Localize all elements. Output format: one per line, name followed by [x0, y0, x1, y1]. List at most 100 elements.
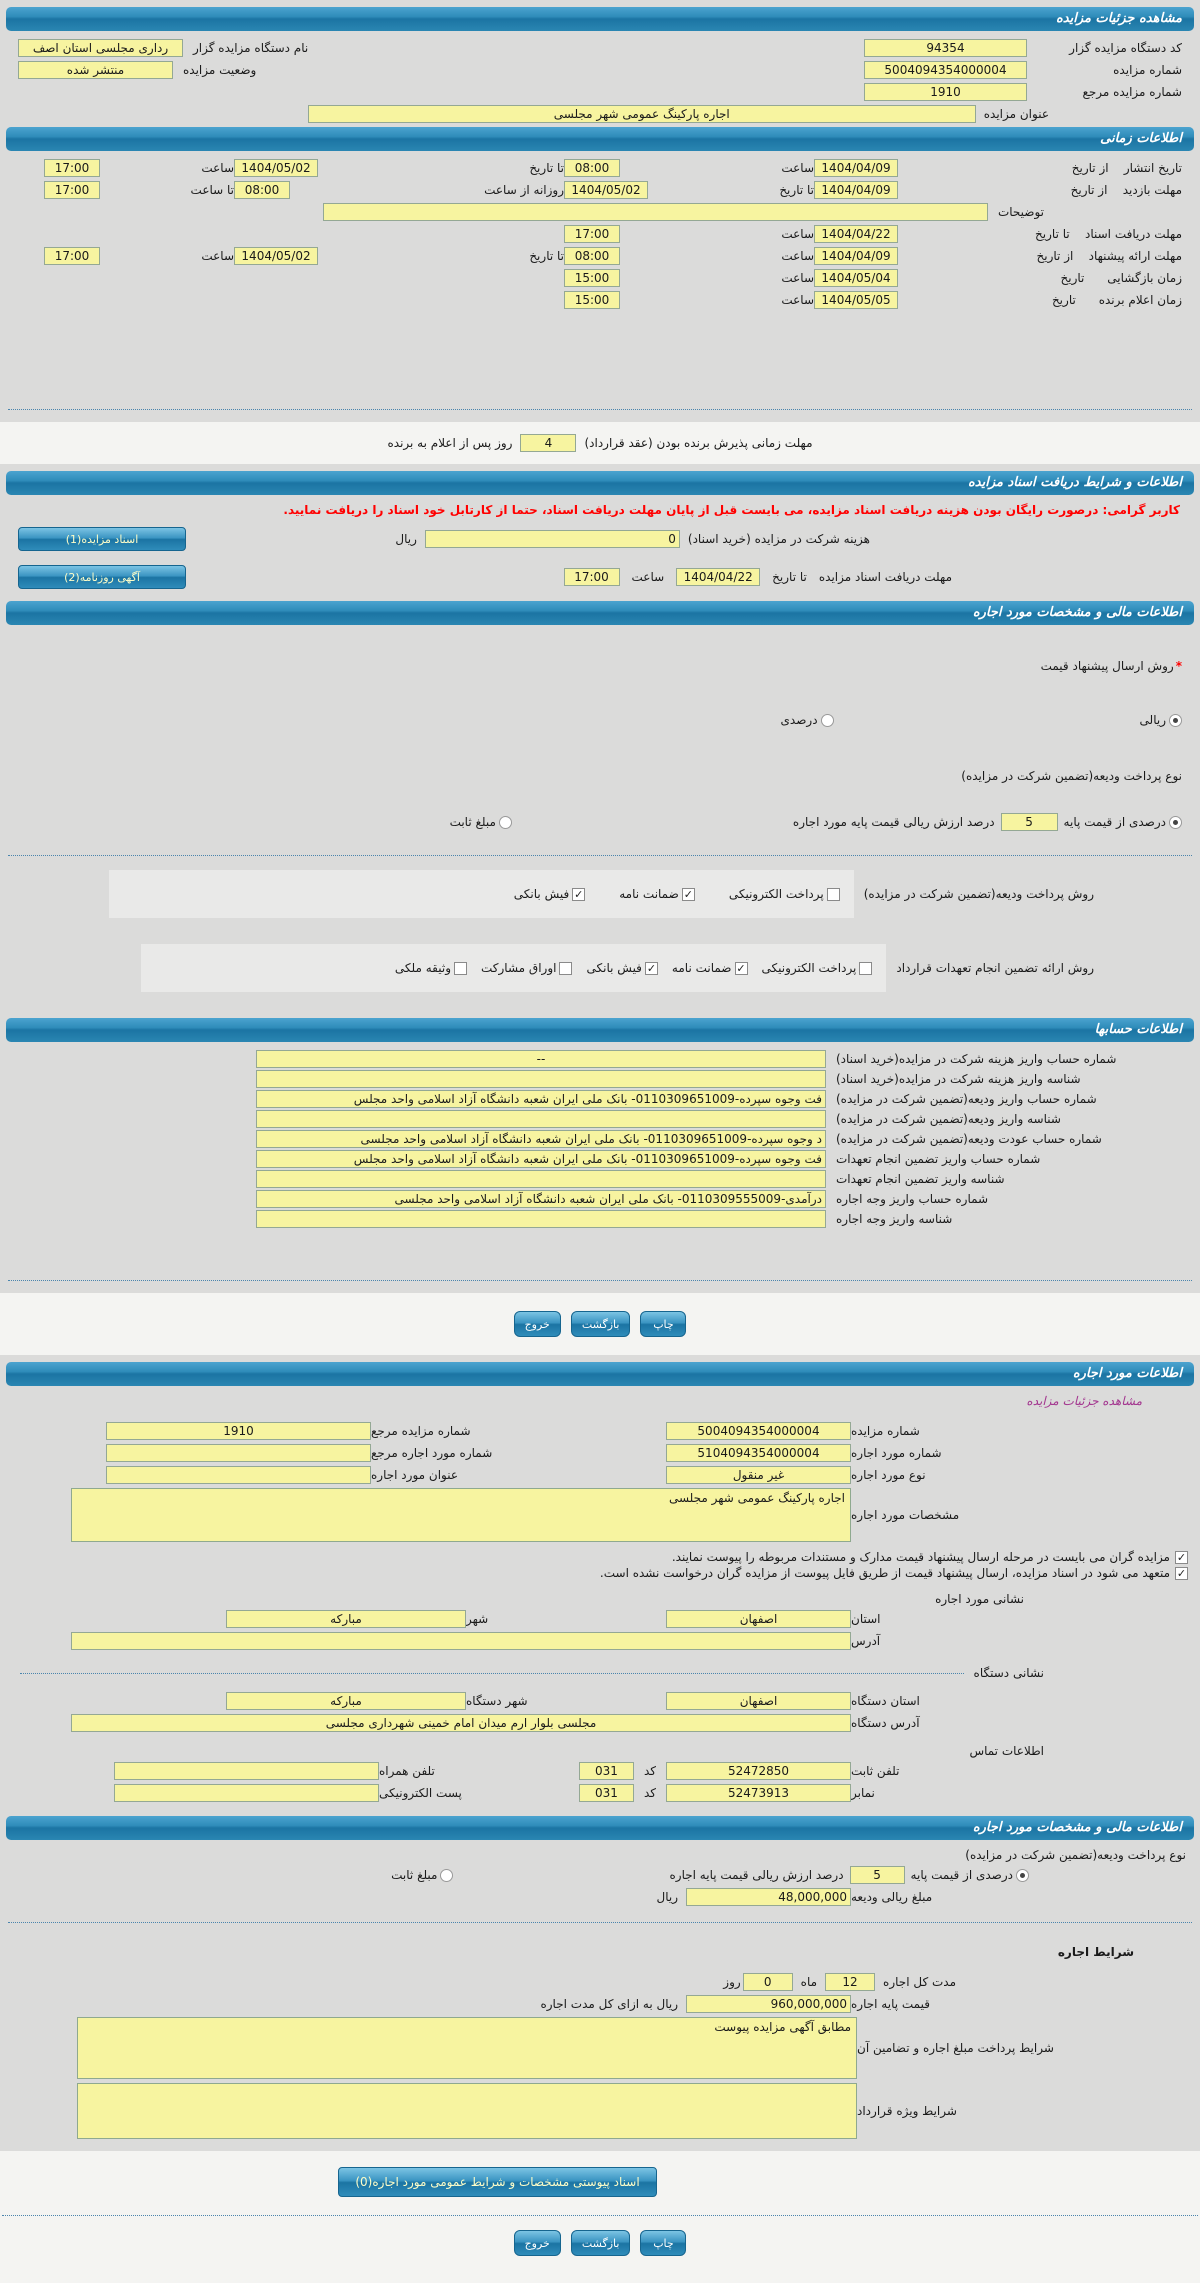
percent-radio[interactable] — [820, 713, 834, 727]
fixed-amount-radio-2[interactable] — [440, 1868, 454, 1882]
no-file-offer-checkbox[interactable] — [1175, 1566, 1188, 1580]
g-bonds-checkbox[interactable] — [559, 961, 573, 975]
visit-from-date-field[interactable]: 1404/04/09 — [814, 181, 898, 199]
winner-time-field[interactable]: 15:00 — [564, 291, 620, 309]
winner-date-field[interactable]: 1404/05/05 — [814, 291, 898, 309]
back-button[interactable]: بازگشت — [570, 2230, 631, 2256]
auction-title-field[interactable]: اجاره پارکینگ عمومی شهر مجلسی — [307, 105, 976, 123]
docs-deadline-date-field[interactable]: 1404/04/22 — [814, 225, 898, 243]
publish-to-time-field[interactable]: 17:00 — [44, 159, 100, 177]
visit-to-date-field[interactable]: 1404/05/02 — [564, 181, 648, 199]
offer-to-date-field[interactable]: 1404/05/02 — [234, 247, 318, 265]
account-row-field[interactable] — [256, 1170, 826, 1188]
pay-check-guarantee-letter[interactable]: ضمانت نامه — [619, 887, 695, 901]
percent-option[interactable]: درصدی — [781, 713, 834, 727]
percent-of-base-option-2[interactable]: درصدی از قیمت پایه — [911, 1868, 1029, 1882]
rental-specs-textarea[interactable]: اجاره پارکینگ عمومی شهر مجلسی — [71, 1488, 851, 1542]
pay-check-bank-slip[interactable]: فیش بانکی — [514, 887, 586, 901]
special-terms-textarea[interactable] — [77, 2083, 857, 2139]
account-row-field[interactable]: درآمدی-0110309555009- بانک ملی ایران شعب… — [256, 1190, 826, 1208]
city-field[interactable]: مبارکه — [226, 1610, 466, 1628]
g-electronic-checkbox[interactable] — [859, 961, 873, 975]
docs-deadline-time-field[interactable]: 17:00 — [564, 225, 620, 243]
publish-to-date-field[interactable]: 1404/05/02 — [234, 159, 318, 177]
visit-daily-to-field[interactable]: 17:00 — [44, 181, 100, 199]
rental-item-number-field[interactable]: 5104094354000004 — [666, 1444, 851, 1462]
address-field[interactable] — [71, 1632, 851, 1650]
fixed-amount-radio[interactable] — [498, 815, 512, 829]
mobile-field[interactable] — [113, 1762, 379, 1780]
phone-code-field[interactable]: 031 — [578, 1762, 634, 1780]
rental-type-field[interactable]: غیر منقول — [666, 1466, 851, 1484]
rial-radio[interactable] — [1169, 713, 1182, 727]
view-auction-details-link[interactable]: مشاهده جزئیات مزایده — [1026, 1394, 1142, 1408]
deadline-date-field[interactable]: 1404/04/22 — [676, 568, 761, 586]
back-button[interactable]: بازگشت — [570, 1311, 631, 1337]
opening-time-field[interactable]: 15:00 — [564, 269, 620, 287]
fixed-amount-option[interactable]: مبلغ ثابت — [450, 815, 512, 829]
fax-field[interactable]: 52473913 — [666, 1784, 851, 1802]
acceptance-days-field[interactable]: 4 — [520, 434, 577, 452]
g-property-checkbox[interactable] — [454, 961, 468, 975]
phone-field[interactable]: 52472850 — [666, 1762, 851, 1780]
offer-from-time-field[interactable]: 08:00 — [564, 247, 620, 265]
duration-days-field[interactable]: 0 — [742, 1973, 793, 1991]
print-button[interactable]: چاپ — [640, 2230, 687, 2256]
guarantee-check-bonds[interactable]: اوراق مشارکت — [481, 961, 573, 975]
account-row-field[interactable]: فت وجوه سپرده-0110309651009- بانک ملی ای… — [256, 1150, 826, 1168]
auction-docs-button[interactable]: اسناد مزایده(1) — [18, 527, 186, 551]
pay-check-electronic[interactable]: پرداخت الکترونیکی — [729, 887, 840, 901]
notes-field[interactable] — [322, 203, 988, 221]
fixed-amount-option-2[interactable]: مبلغ ثابت — [391, 1868, 454, 1882]
org-city-field[interactable]: مبارکه — [226, 1692, 466, 1710]
auction-number-field[interactable]: 5004094354000004 — [864, 61, 1027, 79]
rental-title-field[interactable] — [106, 1466, 371, 1484]
guarantee-check-property[interactable]: وثیقه ملکی — [395, 961, 468, 975]
account-row-field[interactable] — [256, 1210, 826, 1228]
opening-date-field[interactable]: 1404/05/04 — [814, 269, 898, 287]
org-name-field[interactable]: رداری مجلسی استان اصف — [18, 39, 183, 57]
offer-to-time-field[interactable]: 17:00 — [44, 247, 100, 265]
account-row-field[interactable] — [256, 1070, 826, 1088]
deadline-time-field[interactable]: 17:00 — [563, 568, 620, 586]
deposit-percent-field[interactable]: 5 — [1000, 813, 1058, 831]
guarantee-letter-checkb[interactable] — [681, 887, 695, 901]
percent-of-base-radio-2[interactable] — [1016, 1868, 1029, 1882]
province-field[interactable]: اصفهان — [666, 1610, 851, 1628]
bidder-code-field[interactable]: 94354 — [864, 39, 1027, 57]
org-province-field[interactable]: اصفهان — [666, 1692, 851, 1710]
guarantee-check-bank-slip[interactable]: فیش بانکی — [586, 961, 658, 975]
account-row-field[interactable]: فت وجوه سپرده-0110309651009- بانک ملی ای… — [256, 1090, 826, 1108]
ref-number-field[interactable]: 1910 — [864, 83, 1027, 101]
account-row-field[interactable] — [256, 1110, 826, 1128]
publish-from-date-field[interactable]: 1404/04/09 — [814, 159, 898, 177]
status-field[interactable]: منتشر شده — [18, 61, 173, 79]
electronic-pay-checkbox[interactable] — [826, 887, 840, 901]
rental-auction-ref-field[interactable]: 1910 — [106, 1422, 371, 1440]
attach-docs-checkbox[interactable] — [1175, 1550, 1188, 1564]
g-bank-slip-checkbox[interactable] — [644, 961, 658, 975]
attached-docs-button[interactable]: اسناد پیوستی مشخصات و شرایط عمومی مورد ا… — [338, 2167, 657, 2197]
pay-terms-textarea[interactable]: مطابق آگهی مزایده پیوست — [77, 2017, 857, 2079]
percent-of-base-option[interactable]: درصدی از قیمت پایه — [1064, 815, 1182, 829]
rental-item-ref-field[interactable] — [106, 1444, 371, 1462]
org-address-field[interactable]: مجلسی بلوار ارم میدان امام خمینی شهرداری… — [71, 1714, 851, 1732]
rial-option[interactable]: ریالی — [1140, 713, 1182, 727]
email-field[interactable] — [113, 1784, 379, 1802]
account-row-field[interactable]: د وجوه سپرده-0110309651009- بانک ملی ایر… — [256, 1130, 826, 1148]
print-button[interactable]: چاپ — [640, 1311, 687, 1337]
g-letter-checkbox[interactable] — [734, 961, 748, 975]
fee-field[interactable]: 0 — [424, 530, 680, 548]
publish-from-time-field[interactable]: 08:00 — [564, 159, 620, 177]
deposit-amount-field[interactable]: 48,000,000 — [686, 1888, 851, 1906]
exit-button[interactable]: خروج — [513, 2230, 561, 2256]
fax-code-field[interactable]: 031 — [578, 1784, 634, 1802]
offer-from-date-field[interactable]: 1404/04/09 — [814, 247, 898, 265]
bank-slip-checkbox[interactable] — [572, 887, 586, 901]
exit-button[interactable]: خروج — [513, 1311, 561, 1337]
account-row-field[interactable]: -- — [256, 1050, 826, 1068]
percent-of-base-radio[interactable] — [1169, 815, 1182, 829]
base-price-field[interactable]: 960,000,000 — [686, 1995, 851, 2013]
duration-months-field[interactable]: 12 — [825, 1973, 876, 1991]
guarantee-check-electronic[interactable]: پرداخت الکترونیکی — [762, 961, 873, 975]
